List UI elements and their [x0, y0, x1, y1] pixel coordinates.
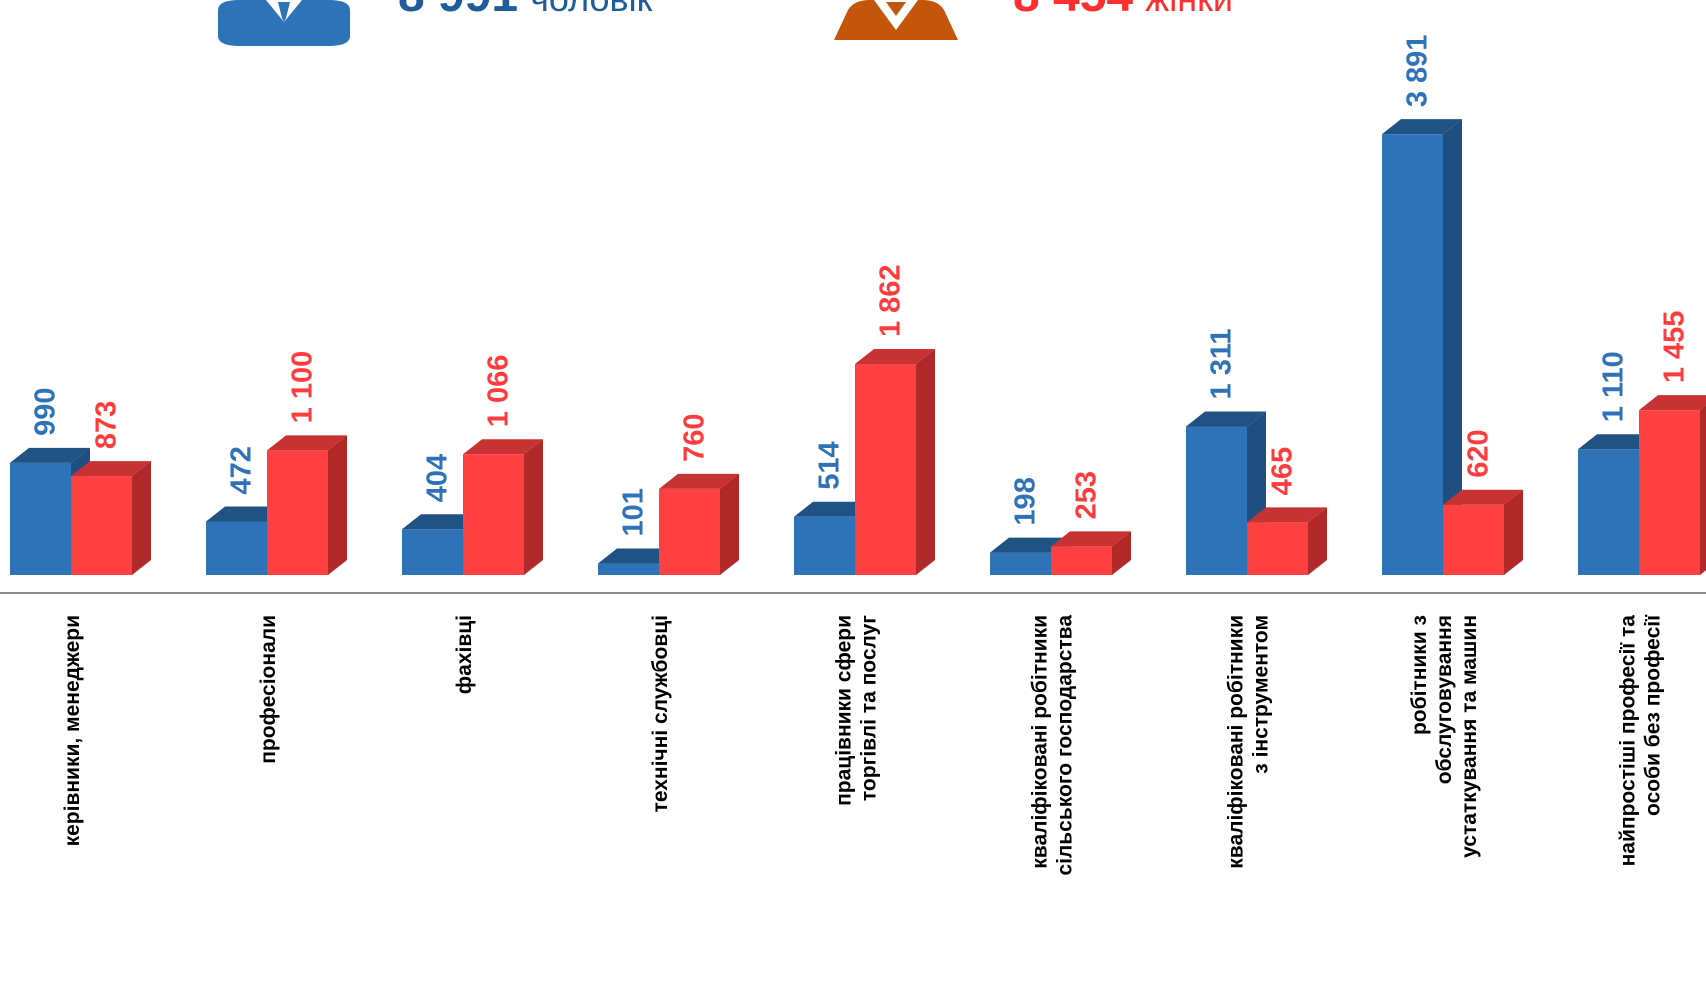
- category-label-line: з інструментом: [1250, 615, 1273, 774]
- bar-side: [916, 349, 935, 575]
- data-label: 1 455: [1659, 311, 1691, 384]
- category-label-line: особи без професії: [1642, 614, 1665, 816]
- bar-top: [794, 501, 874, 517]
- bar: [1051, 546, 1112, 575]
- data-label: 1 311: [1206, 328, 1238, 399]
- bar: [71, 476, 132, 575]
- data-label: 1 110: [1598, 351, 1630, 422]
- bar-top: [206, 506, 286, 522]
- bar-side: [720, 473, 739, 575]
- data-label: 472: [226, 446, 258, 494]
- bar-top: [990, 537, 1070, 553]
- women-total: 8 454: [1013, 0, 1133, 23]
- bar-top: [855, 349, 935, 365]
- data-label: 404: [422, 454, 454, 502]
- bar-top: [1247, 507, 1327, 523]
- bar-top: [598, 548, 678, 564]
- bar-side: [1112, 531, 1131, 575]
- bar-top: [1382, 119, 1462, 135]
- data-label: 3 891: [1402, 35, 1434, 108]
- bar-side: [1308, 507, 1327, 575]
- woman-icon: [834, 0, 958, 45]
- bar-top: [463, 439, 543, 455]
- women-total-header: 8 454 жінки: [1013, 0, 1233, 48]
- category-label-line: кваліфіковані робітники: [1225, 615, 1248, 869]
- women-label: жінки: [1145, 0, 1233, 20]
- bar: [598, 563, 659, 575]
- bar-side: [524, 439, 543, 575]
- bar-side: [1504, 489, 1523, 575]
- category-label-line: технічні службовці: [649, 615, 672, 812]
- category-label-line: найпростіші професії та: [1617, 615, 1640, 867]
- bar: [206, 521, 267, 575]
- data-label: 620: [1463, 429, 1495, 477]
- bar-top: [1186, 411, 1266, 427]
- category-label-line: фахівці: [453, 615, 476, 694]
- bar: [855, 364, 916, 575]
- data-label: 514: [814, 441, 846, 489]
- bar: [1639, 410, 1700, 575]
- category-label-line: обслуговування: [1433, 615, 1456, 784]
- bar-top: [659, 473, 739, 489]
- bar-top: [1051, 531, 1131, 547]
- men-total-header: 8 991 чоловік: [398, 0, 652, 48]
- category-label-line: працівники сфери: [833, 615, 856, 806]
- bar: [1382, 134, 1443, 575]
- bar: [1578, 449, 1639, 575]
- bar-side: [328, 435, 347, 575]
- bar-top: [1443, 489, 1523, 505]
- category-label-line: торгівлі та послуг: [858, 615, 881, 801]
- data-label: 873: [91, 401, 123, 449]
- data-label: 465: [1267, 447, 1299, 495]
- bar: [1443, 504, 1504, 575]
- men-label: чоловік: [530, 0, 652, 20]
- bar-top: [1639, 395, 1706, 411]
- man-icon: [218, 0, 350, 53]
- men-total: 8 991: [398, 0, 518, 23]
- bar: [267, 450, 328, 575]
- bar-top: [267, 435, 347, 451]
- data-label: 1 066: [483, 355, 515, 428]
- data-label: 760: [679, 414, 711, 462]
- category-label-line: робітники з: [1408, 615, 1431, 735]
- bar: [402, 529, 463, 575]
- bar: [990, 552, 1051, 575]
- bar-top: [10, 447, 90, 463]
- category-label-line: професіонали: [257, 615, 280, 764]
- bar-top: [71, 461, 151, 477]
- category-label-line: устаткування та машин: [1458, 615, 1481, 858]
- bar: [1247, 522, 1308, 575]
- bar-side: [1700, 405, 1706, 575]
- category-label-line: керівники, менеджери: [61, 615, 84, 846]
- category-label-line: сільського господарства: [1054, 615, 1077, 876]
- category-label-line: кваліфіковані робітники: [1029, 615, 1052, 869]
- data-label: 1 862: [875, 264, 907, 337]
- data-label: 1 100: [287, 351, 319, 424]
- bar: [659, 488, 720, 575]
- bar-side: [132, 461, 151, 575]
- bar: [1186, 426, 1247, 575]
- bar-top: [1578, 434, 1658, 450]
- data-label: 198: [1010, 477, 1042, 525]
- bar: [463, 454, 524, 575]
- data-label: 990: [30, 387, 62, 435]
- data-label: 101: [618, 488, 650, 536]
- data-label: 253: [1071, 471, 1103, 519]
- bar: [794, 516, 855, 575]
- bar: [10, 462, 71, 575]
- bar-side: [1443, 119, 1462, 576]
- bar-top: [402, 514, 482, 530]
